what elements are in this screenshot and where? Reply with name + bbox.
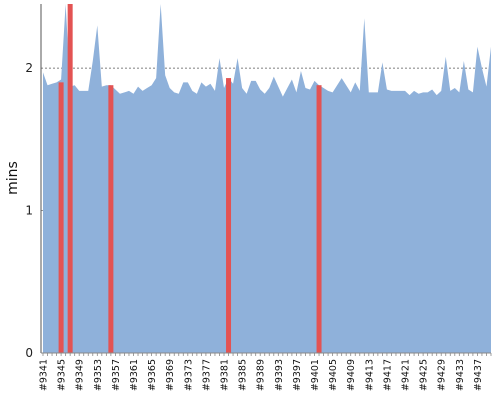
x-tick-label: #9357 [111, 359, 122, 391]
highlight-bars [58, 4, 322, 354]
series-area [43, 4, 491, 353]
x-tick-label: #9425 [419, 359, 430, 391]
x-tick-label: #9349 [75, 359, 86, 391]
y-axis-label: mins [5, 161, 21, 195]
axes [40, 4, 492, 356]
x-tick-label: #9437 [473, 359, 484, 391]
highlight-bar [67, 4, 73, 353]
x-tick-label: #9353 [93, 359, 104, 391]
highlight-bar [226, 78, 232, 353]
y-tick-label: 0 [25, 346, 33, 360]
x-tick-label: #9417 [382, 359, 393, 391]
highlight-bar [316, 85, 322, 353]
x-tick-label: #9397 [292, 359, 303, 391]
x-tick-label: #9385 [238, 359, 249, 391]
x-tick-label: #9409 [346, 359, 357, 391]
y-tick-label: 2 [25, 61, 33, 75]
x-tick-label: #9393 [274, 359, 285, 391]
x-tick-label: #9405 [328, 359, 339, 391]
x-tick-label: #9365 [147, 359, 158, 391]
x-tick-label: #9369 [165, 359, 176, 391]
x-tick-label: #9433 [455, 359, 466, 391]
x-tick-label: #9421 [401, 359, 412, 391]
y-tick-labels: 0 1 2 [25, 61, 33, 360]
x-tick-label: #9413 [364, 359, 375, 391]
x-tick-label: #9377 [201, 359, 212, 391]
x-tick-label: #9373 [183, 359, 194, 391]
x-tick-label: #9361 [129, 359, 140, 391]
x-tick-label: #9401 [310, 359, 321, 391]
highlight-bar [58, 82, 64, 354]
x-tick-label: #9381 [220, 359, 231, 391]
y-tick-label: 1 [25, 204, 33, 218]
x-tick-label: #9389 [256, 359, 267, 391]
highlight-bar [108, 85, 114, 353]
x-tick-labels: #9341 #9345 #9349 #9353 #9357 #9361 #9365 #9369… [39, 359, 484, 391]
x-tick-label: #9345 [57, 359, 68, 391]
x-tick-label: #9429 [437, 359, 448, 391]
x-tick-label: #9341 [39, 359, 50, 391]
